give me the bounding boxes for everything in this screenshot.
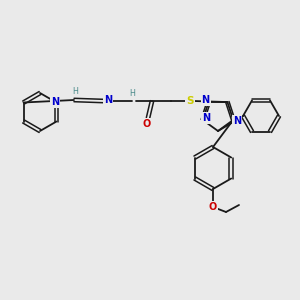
Text: N: N (104, 95, 112, 105)
Text: O: O (209, 202, 217, 212)
Text: N: N (51, 97, 59, 107)
Text: N: N (202, 113, 210, 123)
Text: N: N (202, 95, 210, 105)
Text: N: N (233, 116, 241, 126)
Text: O: O (143, 119, 151, 129)
Text: H: H (129, 88, 135, 98)
Text: H: H (72, 88, 78, 97)
Text: S: S (186, 96, 194, 106)
